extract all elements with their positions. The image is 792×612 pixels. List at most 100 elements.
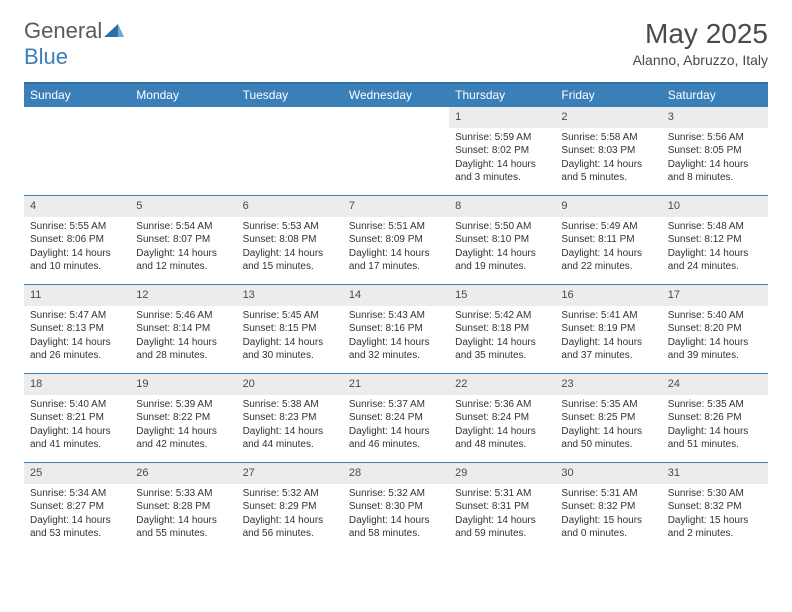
day-cell: 4Sunrise: 5:55 AMSunset: 8:06 PMDaylight…	[24, 196, 130, 284]
day-cell: 3Sunrise: 5:56 AMSunset: 8:05 PMDaylight…	[662, 107, 768, 195]
daylight-text: Daylight: 14 hours and 10 minutes.	[30, 247, 124, 274]
day-body: Sunrise: 5:37 AMSunset: 8:24 PMDaylight:…	[343, 395, 449, 458]
brand-part1: General	[24, 18, 102, 43]
day-number: 16	[555, 285, 661, 306]
weekday-header: Friday	[555, 84, 661, 106]
day-cell: 24Sunrise: 5:35 AMSunset: 8:26 PMDayligh…	[662, 374, 768, 462]
sunset-text: Sunset: 8:24 PM	[349, 411, 443, 425]
day-cell: 27Sunrise: 5:32 AMSunset: 8:29 PMDayligh…	[237, 463, 343, 551]
week-row: 25Sunrise: 5:34 AMSunset: 8:27 PMDayligh…	[24, 462, 768, 551]
day-body: Sunrise: 5:34 AMSunset: 8:27 PMDaylight:…	[24, 484, 130, 547]
sunset-text: Sunset: 8:18 PM	[455, 322, 549, 336]
day-cell	[24, 107, 130, 195]
day-body: Sunrise: 5:53 AMSunset: 8:08 PMDaylight:…	[237, 217, 343, 280]
daylight-text: Daylight: 14 hours and 55 minutes.	[136, 514, 230, 541]
daylight-text: Daylight: 14 hours and 15 minutes.	[243, 247, 337, 274]
weekday-header: Monday	[130, 84, 236, 106]
day-number: 25	[24, 463, 130, 484]
sunrise-text: Sunrise: 5:43 AM	[349, 309, 443, 323]
sunset-text: Sunset: 8:32 PM	[561, 500, 655, 514]
week-row: 1Sunrise: 5:59 AMSunset: 8:02 PMDaylight…	[24, 106, 768, 195]
daylight-text: Daylight: 14 hours and 28 minutes.	[136, 336, 230, 363]
day-number: 19	[130, 374, 236, 395]
sunrise-text: Sunrise: 5:40 AM	[30, 398, 124, 412]
day-cell: 11Sunrise: 5:47 AMSunset: 8:13 PMDayligh…	[24, 285, 130, 373]
daylight-text: Daylight: 14 hours and 30 minutes.	[243, 336, 337, 363]
day-cell: 9Sunrise: 5:49 AMSunset: 8:11 PMDaylight…	[555, 196, 661, 284]
daylight-text: Daylight: 14 hours and 44 minutes.	[243, 425, 337, 452]
sunrise-text: Sunrise: 5:56 AM	[668, 131, 762, 145]
sunset-text: Sunset: 8:03 PM	[561, 144, 655, 158]
sunrise-text: Sunrise: 5:37 AM	[349, 398, 443, 412]
sunrise-text: Sunrise: 5:34 AM	[30, 487, 124, 501]
day-cell: 17Sunrise: 5:40 AMSunset: 8:20 PMDayligh…	[662, 285, 768, 373]
sunrise-text: Sunrise: 5:53 AM	[243, 220, 337, 234]
sunrise-text: Sunrise: 5:46 AM	[136, 309, 230, 323]
sunrise-text: Sunrise: 5:38 AM	[243, 398, 337, 412]
day-number: 8	[449, 196, 555, 217]
sunset-text: Sunset: 8:02 PM	[455, 144, 549, 158]
sunrise-text: Sunrise: 5:36 AM	[455, 398, 549, 412]
sunrise-text: Sunrise: 5:50 AM	[455, 220, 549, 234]
sunset-text: Sunset: 8:22 PM	[136, 411, 230, 425]
day-cell: 2Sunrise: 5:58 AMSunset: 8:03 PMDaylight…	[555, 107, 661, 195]
weekday-header: Wednesday	[343, 84, 449, 106]
day-cell: 12Sunrise: 5:46 AMSunset: 8:14 PMDayligh…	[130, 285, 236, 373]
day-body: Sunrise: 5:40 AMSunset: 8:20 PMDaylight:…	[662, 306, 768, 369]
brand-logo: General Blue	[24, 18, 124, 70]
day-body: Sunrise: 5:46 AMSunset: 8:14 PMDaylight:…	[130, 306, 236, 369]
sunset-text: Sunset: 8:28 PM	[136, 500, 230, 514]
weekday-header: Tuesday	[237, 84, 343, 106]
daylight-text: Daylight: 14 hours and 56 minutes.	[243, 514, 337, 541]
sunset-text: Sunset: 8:24 PM	[455, 411, 549, 425]
day-cell: 26Sunrise: 5:33 AMSunset: 8:28 PMDayligh…	[130, 463, 236, 551]
day-body: Sunrise: 5:50 AMSunset: 8:10 PMDaylight:…	[449, 217, 555, 280]
day-cell: 15Sunrise: 5:42 AMSunset: 8:18 PMDayligh…	[449, 285, 555, 373]
sunset-text: Sunset: 8:05 PM	[668, 144, 762, 158]
day-number: 14	[343, 285, 449, 306]
week-row: 4Sunrise: 5:55 AMSunset: 8:06 PMDaylight…	[24, 195, 768, 284]
sunset-text: Sunset: 8:12 PM	[668, 233, 762, 247]
daylight-text: Daylight: 14 hours and 19 minutes.	[455, 247, 549, 274]
sunset-text: Sunset: 8:13 PM	[30, 322, 124, 336]
day-cell: 22Sunrise: 5:36 AMSunset: 8:24 PMDayligh…	[449, 374, 555, 462]
day-number: 22	[449, 374, 555, 395]
weekday-header: Saturday	[662, 84, 768, 106]
day-cell: 8Sunrise: 5:50 AMSunset: 8:10 PMDaylight…	[449, 196, 555, 284]
daylight-text: Daylight: 14 hours and 46 minutes.	[349, 425, 443, 452]
day-number: 24	[662, 374, 768, 395]
sunset-text: Sunset: 8:23 PM	[243, 411, 337, 425]
sunrise-text: Sunrise: 5:59 AM	[455, 131, 549, 145]
brand-triangle-icon	[104, 18, 124, 44]
sunrise-text: Sunrise: 5:42 AM	[455, 309, 549, 323]
day-number: 10	[662, 196, 768, 217]
brand-text: General Blue	[24, 18, 124, 70]
brand-part2: Blue	[24, 44, 68, 69]
day-number: 12	[130, 285, 236, 306]
sunrise-text: Sunrise: 5:58 AM	[561, 131, 655, 145]
day-body: Sunrise: 5:56 AMSunset: 8:05 PMDaylight:…	[662, 128, 768, 191]
daylight-text: Daylight: 14 hours and 42 minutes.	[136, 425, 230, 452]
day-number: 30	[555, 463, 661, 484]
daylight-text: Daylight: 14 hours and 8 minutes.	[668, 158, 762, 185]
sunrise-text: Sunrise: 5:54 AM	[136, 220, 230, 234]
daylight-text: Daylight: 14 hours and 3 minutes.	[455, 158, 549, 185]
day-cell: 1 Sunrise: 5:59 AMSunset: 8:02 PMDaylight…	[449, 107, 555, 195]
location-text: Alanno, Abruzzo, Italy	[633, 52, 768, 68]
day-body: Sunrise: 5:32 AMSunset: 8:29 PMDaylight:…	[237, 484, 343, 547]
sunrise-text: Sunrise: 5:55 AM	[30, 220, 124, 234]
sunrise-text: Sunrise: 5:40 AM	[668, 309, 762, 323]
day-number: 27	[237, 463, 343, 484]
sunrise-text: Sunrise: 5:30 AM	[668, 487, 762, 501]
day-cell: 10Sunrise: 5:48 AMSunset: 8:12 PMDayligh…	[662, 196, 768, 284]
daylight-text: Daylight: 14 hours and 12 minutes.	[136, 247, 230, 274]
day-body: Sunrise: 5:45 AMSunset: 8:15 PMDaylight:…	[237, 306, 343, 369]
daylight-text: Daylight: 14 hours and 51 minutes.	[668, 425, 762, 452]
sunset-text: Sunset: 8:31 PM	[455, 500, 549, 514]
sunrise-text: Sunrise: 5:49 AM	[561, 220, 655, 234]
day-number: 6	[237, 196, 343, 217]
sunset-text: Sunset: 8:07 PM	[136, 233, 230, 247]
day-body: Sunrise: 5:35 AMSunset: 8:26 PMDaylight:…	[662, 395, 768, 458]
daylight-text: Daylight: 14 hours and 53 minutes.	[30, 514, 124, 541]
day-number: 1	[449, 107, 555, 128]
